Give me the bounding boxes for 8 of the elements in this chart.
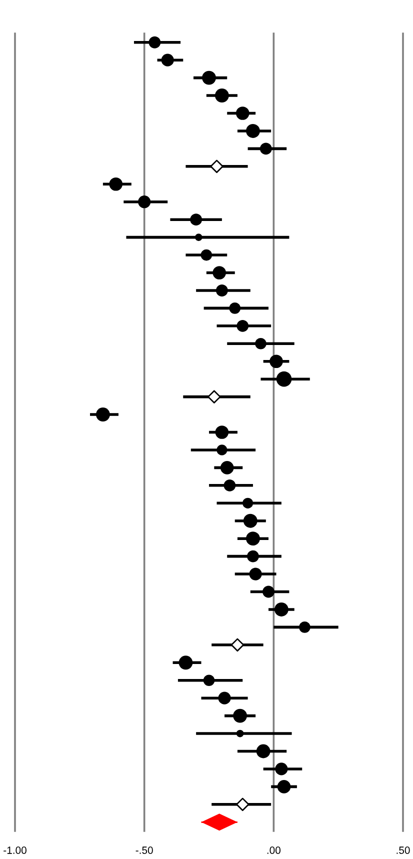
point xyxy=(230,638,244,652)
point xyxy=(210,160,224,174)
x-tick-label: .00 xyxy=(267,846,280,854)
point xyxy=(236,798,250,812)
x-tick-label: -1.00 xyxy=(4,846,26,854)
x-tick-label: .50 xyxy=(396,846,410,854)
x-tick-label: -.50 xyxy=(136,846,153,854)
point xyxy=(208,390,221,404)
